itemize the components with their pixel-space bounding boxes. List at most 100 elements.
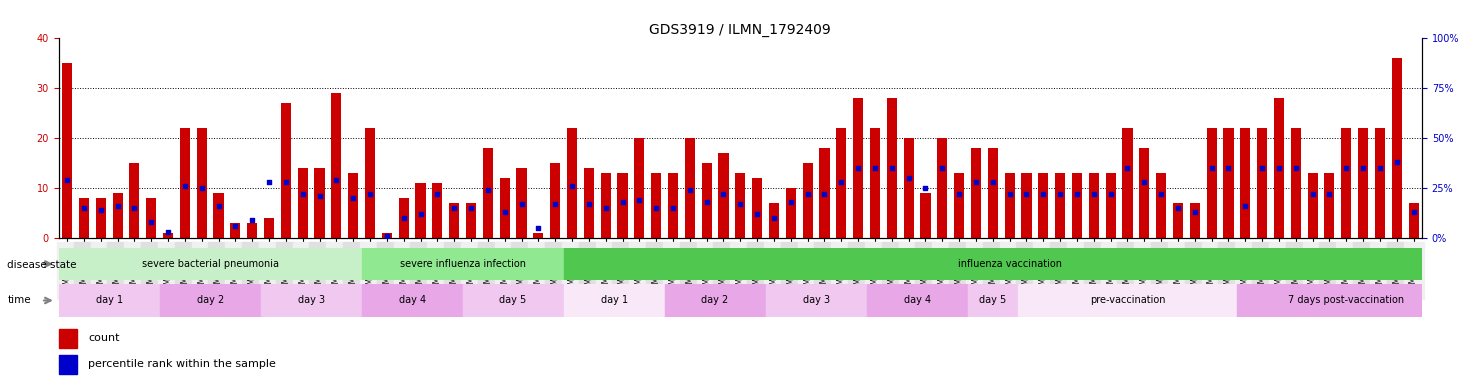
FancyBboxPatch shape xyxy=(59,248,362,280)
Bar xyxy=(196,128,207,238)
Bar xyxy=(230,223,240,238)
Point xyxy=(56,177,79,183)
Point xyxy=(947,191,970,197)
Bar xyxy=(449,203,459,238)
FancyBboxPatch shape xyxy=(362,248,563,280)
Point xyxy=(712,191,736,197)
Point xyxy=(981,179,1004,185)
Point xyxy=(1250,165,1274,171)
Point xyxy=(1284,165,1308,171)
Bar xyxy=(1072,173,1082,238)
Bar xyxy=(567,128,578,238)
Bar xyxy=(1274,98,1284,238)
Text: day 2: day 2 xyxy=(701,295,729,306)
Bar xyxy=(921,193,931,238)
Point xyxy=(324,177,347,183)
Point xyxy=(157,229,180,235)
Bar xyxy=(718,153,729,238)
Point xyxy=(476,187,500,193)
Point xyxy=(1318,191,1341,197)
Bar xyxy=(1190,203,1199,238)
Bar xyxy=(347,173,358,238)
Point xyxy=(1149,191,1173,197)
Bar xyxy=(770,203,778,238)
Point xyxy=(308,193,331,199)
Point xyxy=(998,191,1022,197)
Bar xyxy=(163,233,173,238)
Bar xyxy=(869,128,880,238)
Bar xyxy=(1173,203,1183,238)
FancyBboxPatch shape xyxy=(1237,284,1456,317)
Text: day 1: day 1 xyxy=(95,295,123,306)
Point xyxy=(1116,165,1139,171)
Bar xyxy=(1409,203,1419,238)
Point xyxy=(931,165,954,171)
Point xyxy=(274,179,298,185)
Bar xyxy=(617,173,627,238)
FancyBboxPatch shape xyxy=(563,284,664,317)
Point xyxy=(510,201,534,207)
Bar xyxy=(248,223,257,238)
Point xyxy=(1385,159,1409,165)
Point xyxy=(778,199,802,205)
FancyBboxPatch shape xyxy=(563,248,1456,280)
FancyBboxPatch shape xyxy=(968,284,1017,317)
Bar xyxy=(1004,173,1014,238)
Bar xyxy=(381,233,391,238)
Text: day 3: day 3 xyxy=(802,295,830,306)
Point xyxy=(965,179,988,185)
Bar xyxy=(95,198,106,238)
Bar xyxy=(550,163,560,238)
Bar xyxy=(1341,128,1352,238)
Point xyxy=(106,203,129,209)
Text: percentile rank within the sample: percentile rank within the sample xyxy=(88,359,276,369)
Bar xyxy=(1358,128,1368,238)
Text: severe influenza infection: severe influenza infection xyxy=(400,259,526,269)
Point xyxy=(695,199,718,205)
Point xyxy=(863,165,887,171)
Text: 7 days post-vaccination: 7 days post-vaccination xyxy=(1289,295,1404,306)
Bar xyxy=(1391,58,1401,238)
Point xyxy=(1167,205,1190,211)
Bar xyxy=(399,198,409,238)
Point xyxy=(1048,191,1072,197)
FancyBboxPatch shape xyxy=(463,284,563,317)
Point xyxy=(880,165,903,171)
Point xyxy=(224,223,248,229)
FancyBboxPatch shape xyxy=(261,284,362,317)
FancyBboxPatch shape xyxy=(765,284,866,317)
FancyBboxPatch shape xyxy=(664,284,765,317)
Bar xyxy=(802,163,812,238)
Bar xyxy=(836,128,846,238)
Title: GDS3919 / ILMN_1792409: GDS3919 / ILMN_1792409 xyxy=(649,23,831,37)
Bar xyxy=(281,103,290,238)
Point xyxy=(191,185,214,191)
Text: day 5: day 5 xyxy=(979,295,1007,306)
Point xyxy=(493,209,516,215)
Bar xyxy=(1256,128,1267,238)
FancyBboxPatch shape xyxy=(59,284,160,317)
Text: influenza vaccination: influenza vaccination xyxy=(957,259,1061,269)
Bar xyxy=(1022,173,1032,238)
Bar xyxy=(651,173,661,238)
Text: day 5: day 5 xyxy=(500,295,526,306)
Point xyxy=(290,191,314,197)
Bar xyxy=(432,183,443,238)
Point xyxy=(830,179,853,185)
Point xyxy=(812,191,836,197)
Text: day 2: day 2 xyxy=(196,295,224,306)
Bar xyxy=(1089,173,1100,238)
Bar xyxy=(752,178,762,238)
Bar xyxy=(937,138,947,238)
Bar xyxy=(1324,173,1334,238)
Bar xyxy=(415,183,425,238)
Point xyxy=(1401,209,1425,215)
Point xyxy=(1032,191,1056,197)
Bar xyxy=(736,173,745,238)
Bar xyxy=(954,173,965,238)
Bar xyxy=(702,163,711,238)
Text: count: count xyxy=(88,333,119,343)
Point xyxy=(1014,191,1038,197)
Point xyxy=(1368,165,1391,171)
Point xyxy=(1183,209,1207,215)
